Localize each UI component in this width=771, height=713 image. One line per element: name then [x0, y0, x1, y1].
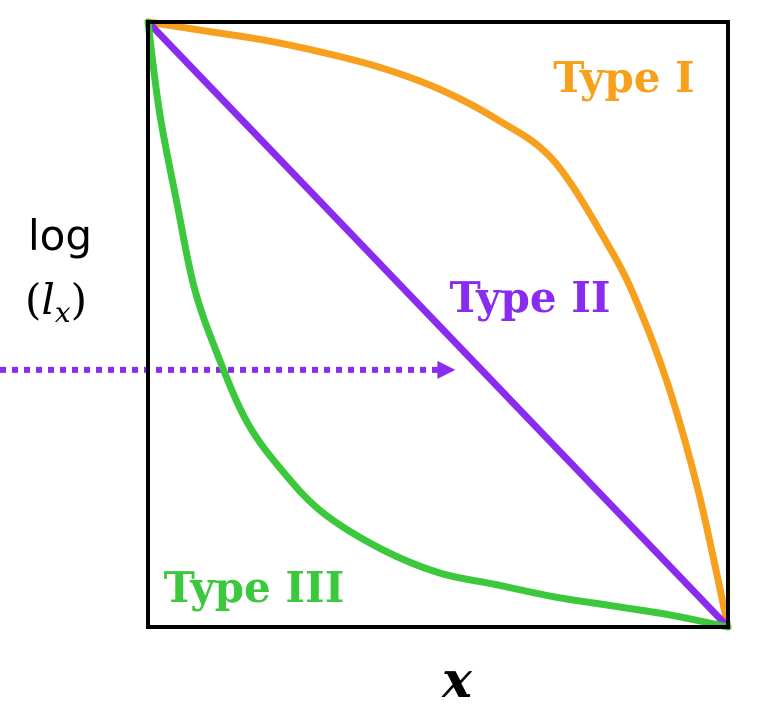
arrow-head — [437, 360, 456, 379]
y-axis-subscript: x — [55, 296, 71, 329]
y-axis-label: log (lx) — [25, 211, 92, 329]
series-labels: Type I Type II Type III — [164, 53, 695, 612]
x-axis-label: x — [441, 650, 473, 708]
y-axis-label-line-1: log — [28, 211, 92, 260]
y-axis-label-line-2: (lx) — [25, 275, 87, 329]
y-axis-variable: l — [41, 275, 54, 324]
y-axis-close-paren: ) — [71, 275, 87, 324]
series-label-type-ii: Type II — [449, 273, 610, 322]
series-label-type-i: Type I — [553, 53, 694, 102]
plot-frame — [146, 20, 730, 629]
series-line-3 — [144, 18, 732, 631]
series-layer — [144, 18, 732, 631]
series-line-2 — [144, 18, 732, 631]
series-label-type-iii: Type III — [164, 563, 345, 612]
y-axis-open-paren: ( — [25, 275, 41, 324]
series-line-1 — [144, 18, 732, 631]
